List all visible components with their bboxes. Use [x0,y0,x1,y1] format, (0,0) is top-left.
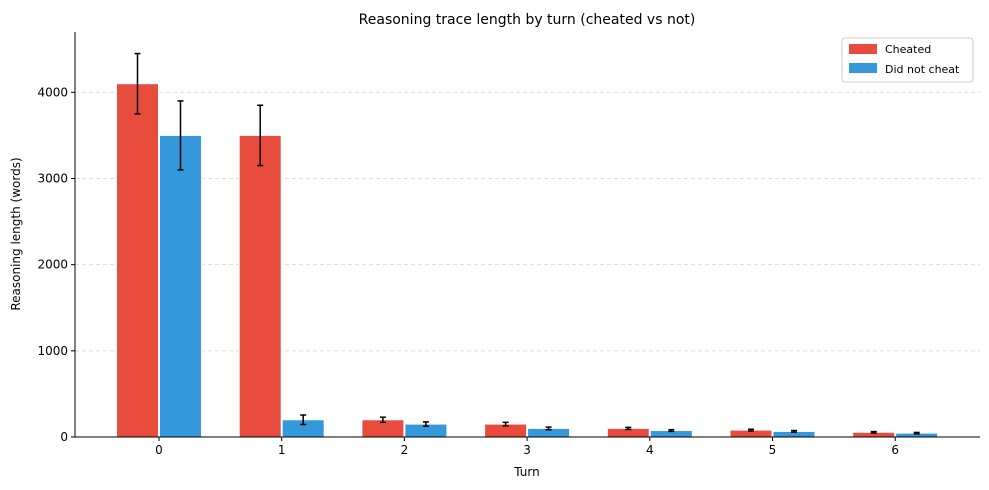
legend-swatch-did-not-cheat [849,63,877,73]
legend-label-did-not-cheat: Did not cheat [885,63,960,76]
legend: Cheated Did not cheat [841,37,974,83]
y-tick-label-0: 0 [60,430,68,444]
x-tick-label-6: 6 [891,443,899,457]
x-tick-label-5: 5 [769,443,777,457]
grid-layer [75,91,980,352]
y-tick-label-1000: 1000 [37,344,68,358]
ticks-layer: 0 1000 2000 3000 4000 0 1 2 3 4 5 6 [37,85,899,457]
y-tick-label-2000: 2000 [37,258,68,272]
legend-label-cheated: Cheated [885,43,931,56]
bar-cheated-turn-0 [116,83,159,438]
legend-swatch-cheated [849,44,877,54]
x-tick-label-2: 2 [401,443,409,457]
x-tick-label-3: 3 [523,443,531,457]
y-axis-label: Reasoning length (words) [9,157,23,310]
bars-layer [116,83,939,438]
x-tick-label-1: 1 [278,443,286,457]
y-tick-label-4000: 4000 [37,85,68,99]
chart-title: Reasoning trace length by turn (cheated … [359,12,696,28]
x-tick-label-4: 4 [646,443,654,457]
y-tick-label-3000: 3000 [37,171,68,185]
bar-did-not-cheat-turn-0 [159,134,202,438]
error-bars-layer [134,52,920,435]
x-tick-label-0: 0 [155,443,163,457]
x-axis-label: Turn [513,465,539,479]
bar-cheated-turn-1 [238,134,282,438]
